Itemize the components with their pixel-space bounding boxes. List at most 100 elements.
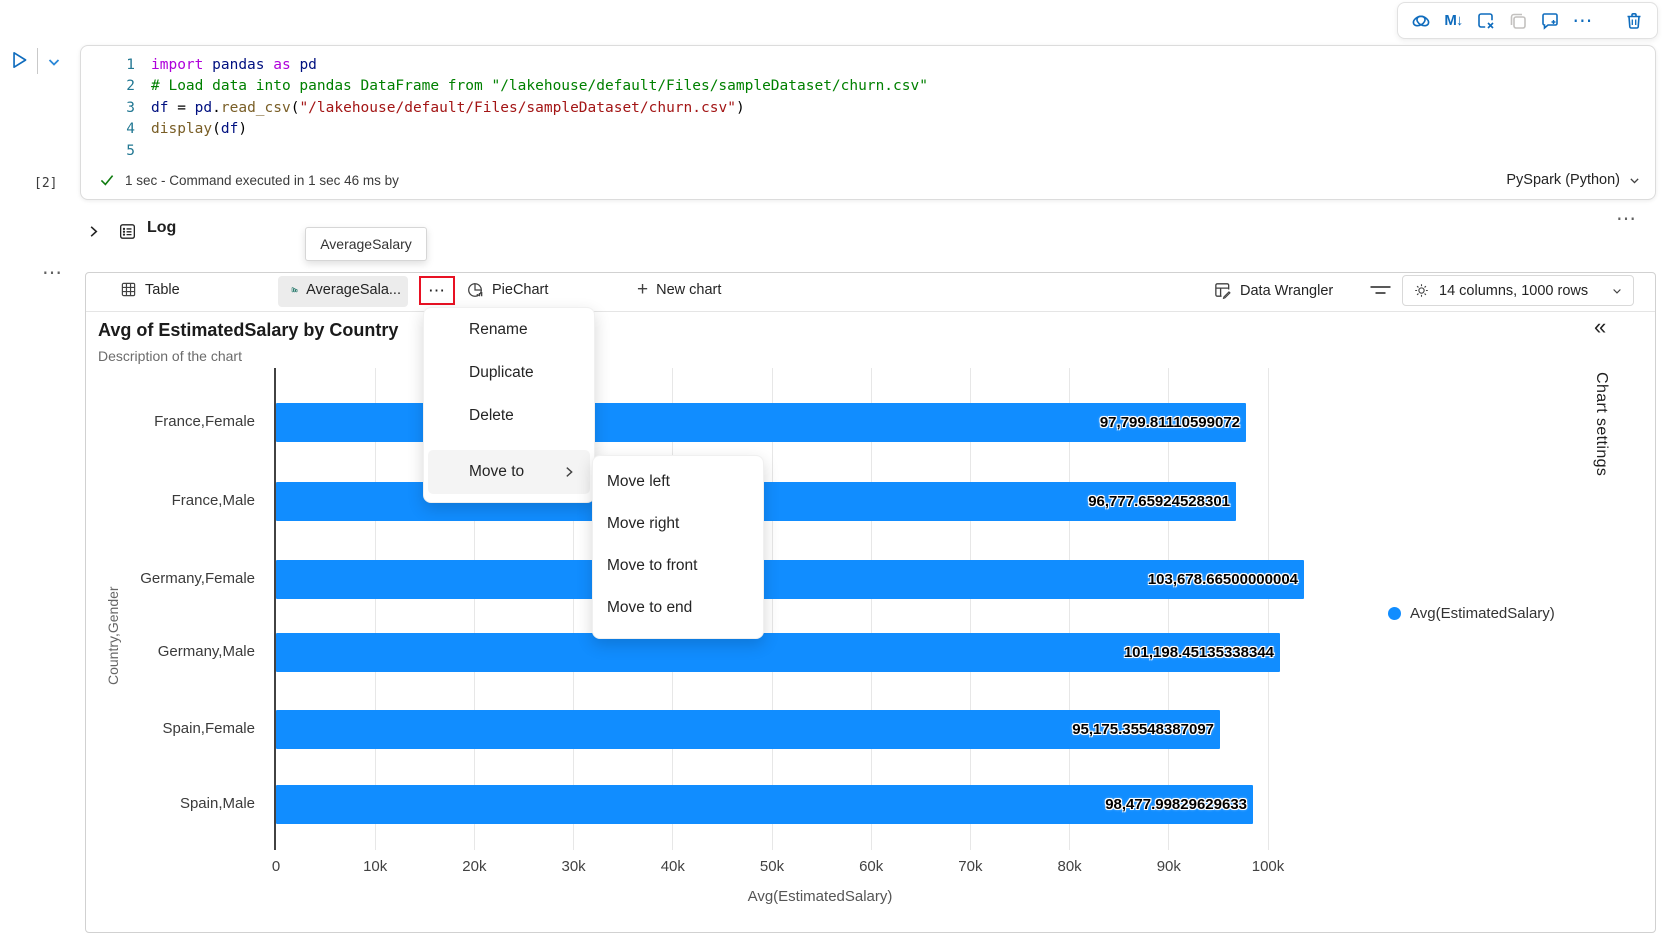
bar-value-label: 96,777.65924528301 [1088,492,1230,510]
code-text: import pandas as pd [151,57,317,73]
tabbar-divider [86,311,1655,312]
submenu-item-move-to-front[interactable]: Move to front [607,557,698,574]
bar-value-label: 101,198.45135338344 [1123,643,1274,661]
filter-icon[interactable] [1369,283,1392,297]
tab-table[interactable]: Table [120,281,180,298]
log-more-icon[interactable]: ⋯ [1616,208,1636,230]
code-editor[interactable]: 1 import pandas as pd 2 # Load data into pa… [81,55,1645,162]
code-text: df = pd.read_csv("/lakehouse/default/Fil… [151,99,745,116]
data-wrangler-label: Data Wrangler [1240,282,1334,299]
log-list-icon [118,222,137,241]
gridline [771,368,773,850]
bar-value-label: 97,799.81110599072 [1099,413,1240,431]
x-tick-label: 0 [271,858,281,875]
legend-label: Avg(EstimatedSalary) [1410,605,1555,622]
add-comment-icon[interactable] [1539,9,1561,33]
move-to-submenu: Move left Move right Move to front Move to … [592,455,764,639]
y-axis-title: Country,Gender [105,586,121,685]
tab-tooltip: AverageSalary [305,227,427,261]
cell-status-bar: 1 sec - Command executed in 1 sec 46 ms … [99,169,1641,191]
chart-settings-label[interactable]: Chart settings [1593,372,1610,477]
tab-averagesalary[interactable]: AverageSala... [291,281,401,298]
menu-item-duplicate[interactable]: Duplicate [469,364,534,381]
code-line[interactable]: 3 df = pd.read_csv("/lakehouse/default/Fi… [81,98,1645,119]
bar-chart-icon [291,287,298,293]
legend-dot-icon [1388,607,1401,620]
x-tick-label: 20k [462,858,487,875]
submenu-item-move-right[interactable]: Move right [607,515,680,532]
category-label: Spain,Female [162,720,255,737]
line-number: 3 [126,99,135,116]
columns-rows-dropdown[interactable]: 14 columns, 1000 rows [1402,275,1634,306]
code-cell[interactable]: 1 import pandas as pd 2 # Load data into pa… [80,45,1656,200]
run-cell-button[interactable] [8,49,30,71]
category-label: France,Male [171,492,255,509]
gridline [1069,368,1071,850]
log-section-title: Log [147,219,177,236]
tab-more-icon: ⋯ [428,280,446,300]
gridline [969,368,971,850]
gridline [1267,368,1269,850]
category-label: Germany,Male [157,643,255,660]
tab-context-menu: Rename Duplicate Delete Move to [423,307,595,503]
x-tick-label: 10k [363,858,388,875]
submenu-item-move-left[interactable]: Move left [607,473,670,490]
move-to-label: Move to [469,463,525,480]
x-tick-label: 40k [660,858,685,875]
execution-status-text: 1 sec - Command executed in 1 sec 46 ms … [125,172,399,188]
kernel-selector[interactable]: PySpark (Python) [1506,172,1641,188]
bar-spain-male[interactable]: 98,477.99829629633 [276,784,1253,824]
chart-title: Avg of EstimatedSalary by Country [98,320,399,340]
new-chart-button[interactable]: + New chart [637,280,722,299]
more-options-icon[interactable]: ⋯ [1572,9,1593,32]
code-line[interactable]: 2 # Load data into pandas DataFrame from … [81,76,1645,97]
code-line[interactable]: 5 [81,141,1645,162]
menu-item-move-to[interactable]: Move to [428,450,590,494]
tab-piechart[interactable]: PieChart [466,281,548,299]
x-tick-label: 70k [958,858,983,875]
duplicate-cell-icon [1507,9,1529,33]
bar-value-label: 103,678.66500000004 [1147,570,1298,588]
data-wrangler-button[interactable]: Data Wrangler [1213,281,1333,300]
cell-toolbar: M↓ ⋯ [1397,2,1658,39]
clear-output-icon[interactable] [1475,9,1497,33]
bar-germany-male[interactable]: 101,198.45135338344 [276,632,1280,672]
code-line[interactable]: 1 import pandas as pd [81,55,1645,76]
columns-rows-label: 14 columns, 1000 rows [1439,282,1589,299]
x-tick-label: 50k [759,858,785,875]
tab-chart-label: AverageSala... [306,281,401,298]
bar-germany-female[interactable]: 103,678.66500000004 [276,559,1304,599]
delete-cell-icon[interactable] [1623,9,1645,33]
code-line[interactable]: 4 display(df) [81,119,1645,140]
gear-icon [1415,284,1428,297]
y-axis-line [274,368,276,850]
category-label: France,Female [154,413,255,430]
code-text: # Load data into pandas DataFrame from "… [151,78,928,95]
copilot-icon[interactable] [1410,9,1432,33]
line-number: 1 [126,57,135,73]
expand-panel-icon[interactable]: « [1594,314,1607,339]
tab-table-label: Table [145,281,180,298]
chart-legend[interactable]: Avg(EstimatedSalary) [1388,605,1555,622]
tab-more-button[interactable]: ⋯ [419,276,455,305]
log-expand-chevron-icon[interactable] [86,224,101,239]
line-number: 2 [126,78,135,95]
table-grid-icon [121,282,136,297]
kernel-name: PySpark (Python) [1506,172,1620,188]
bar-value-label: 98,477.99829629633 [1105,795,1247,813]
menu-item-delete[interactable]: Delete [469,407,514,424]
new-chart-label: New chart [656,282,722,298]
gridline [1168,368,1170,850]
menu-item-rename[interactable]: Rename [469,321,528,338]
bar-spain-female[interactable]: 95,175.35548387097 [276,709,1220,749]
submenu-item-move-to-end[interactable]: Move to end [607,599,693,616]
convert-markdown-icon[interactable]: M↓ [1444,12,1463,29]
pie-chart-icon [468,283,483,297]
gridline [573,368,575,850]
chart-subtitle: Description of the chart [98,348,242,364]
run-options-chevron-icon[interactable] [46,54,62,70]
output-more-icon[interactable]: ⋯ [42,262,62,284]
gridline [374,368,376,850]
bar-france-female[interactable]: 97,799.81110599072 [276,402,1246,442]
